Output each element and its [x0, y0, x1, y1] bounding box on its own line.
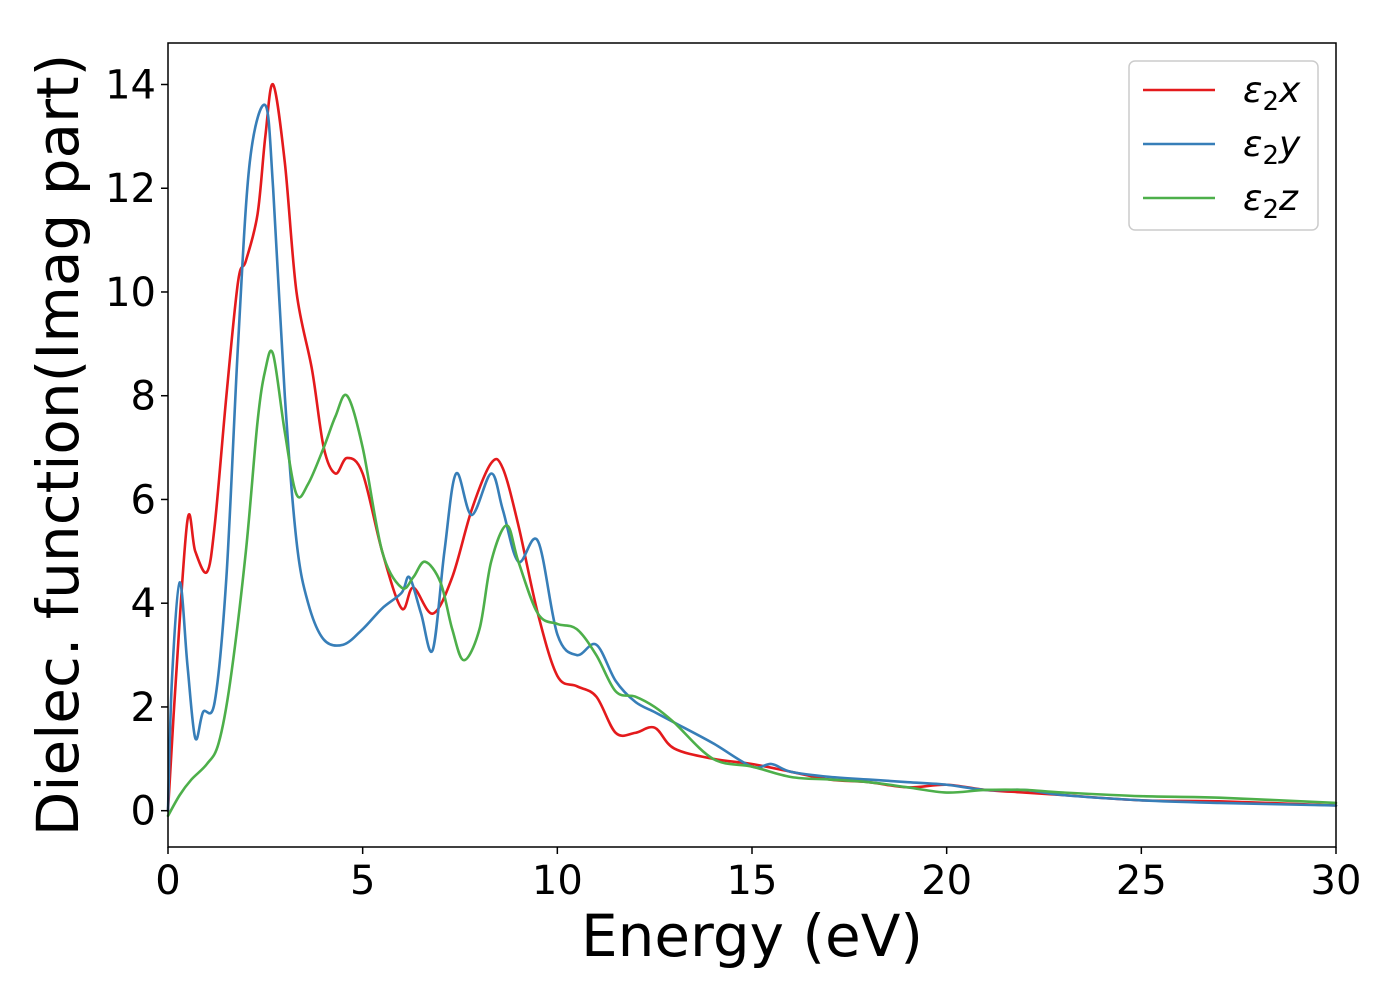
x-tick-label: 5 — [350, 858, 375, 904]
x-tick-label: 30 — [1311, 858, 1362, 904]
legend: ε2x ε2y ε2z — [1128, 60, 1319, 231]
x-tick-label: 10 — [532, 858, 583, 904]
legend-label-z: ε2z — [1243, 178, 1299, 225]
x-tick-label: 0 — [155, 858, 180, 904]
series-line-z — [166, 349, 1338, 818]
y-tick-label: 6 — [131, 477, 156, 523]
legend-label-y: ε2y — [1243, 124, 1301, 171]
y-tick-label: 4 — [131, 581, 156, 627]
y-axis-label: Dielec. function(Imag part) — [24, 54, 92, 837]
y-axis: 0 2 4 6 8 10 12 14 — [105, 62, 168, 835]
x-axis-label: Energy (eV) — [581, 902, 923, 970]
y-tick-label: 10 — [105, 270, 156, 316]
y-tick-label: 0 — [131, 789, 156, 835]
legend-label-x: ε2x — [1243, 70, 1301, 117]
series-layer — [166, 83, 1338, 818]
x-tick-label: 25 — [1116, 858, 1167, 904]
x-axis: 0 5 10 15 20 25 30 — [155, 847, 1361, 904]
y-tick-label: 8 — [131, 374, 156, 420]
y-tick-label: 14 — [105, 62, 156, 108]
x-tick-label: 20 — [921, 858, 972, 904]
series-line-y — [166, 103, 1338, 812]
y-tick-label: 12 — [105, 166, 156, 212]
legend-box — [1128, 60, 1319, 231]
y-tick-label: 2 — [131, 685, 156, 731]
x-tick-label: 15 — [727, 858, 778, 904]
